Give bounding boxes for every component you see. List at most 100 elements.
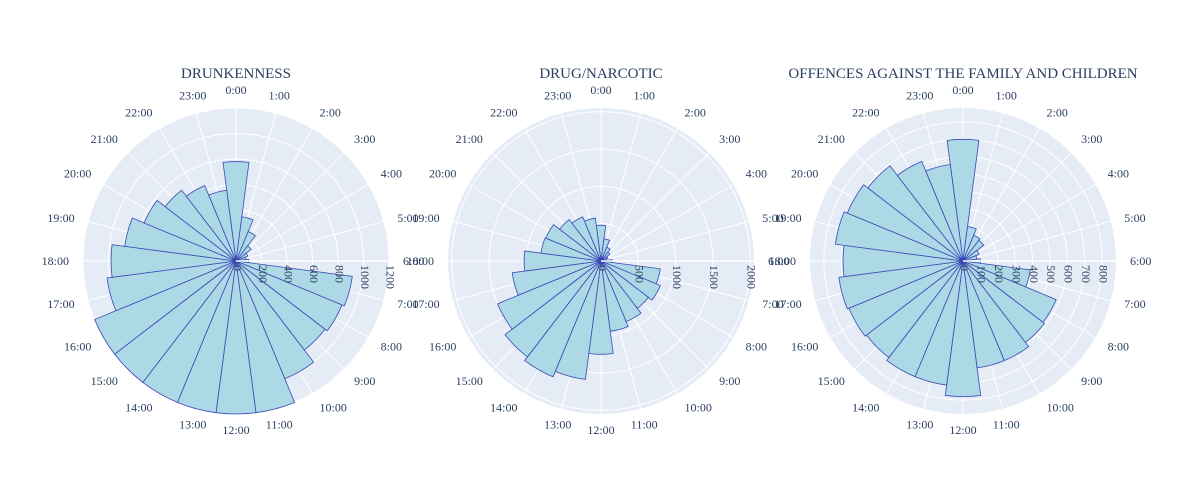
angular-tick-label: 7:00 <box>1124 297 1145 311</box>
angular-gridline <box>962 184 1096 262</box>
angular-tick-label: 7:00 <box>762 297 783 311</box>
angular-tick-label: 7:00 <box>397 297 418 311</box>
angular-tick-label: 0:00 <box>590 83 611 97</box>
polar-bar-16-00 <box>497 260 602 330</box>
polar-bar-19-00 <box>834 211 964 262</box>
angular-tick-label: 17:00 <box>412 297 439 311</box>
radial-tick-label: 1000 <box>670 265 684 289</box>
angular-gridline <box>600 152 710 262</box>
polar-bar-18-00 <box>110 244 237 278</box>
angular-tick-label: 13:00 <box>544 417 571 431</box>
angular-tick-label: 2:00 <box>320 105 341 119</box>
radial-tick-label: 600 <box>1062 265 1076 283</box>
angular-tick-label: 10:00 <box>685 401 712 415</box>
polar-bar-14-00 <box>886 260 964 378</box>
angular-tick-label: 12:00 <box>587 423 614 437</box>
angular-tick-label: 6:00 <box>768 254 789 268</box>
polar-bar-3-00 <box>235 245 252 262</box>
polar-bar-21-00 <box>164 189 237 262</box>
radial-tick-label: 1000 <box>358 265 372 289</box>
angular-tick-label: 20:00 <box>64 167 91 181</box>
angular-tick-label: 1:00 <box>269 89 290 103</box>
angular-gridline <box>600 113 642 262</box>
chart-title: DRUG/NARCOTIC <box>539 66 662 82</box>
angular-tick-label: 23:00 <box>906 89 933 103</box>
angular-tick-label: 21:00 <box>91 132 118 146</box>
angular-tick-label: 17:00 <box>774 297 801 311</box>
angular-tick-label: 11:00 <box>631 417 658 431</box>
angular-tick-label: 13:00 <box>906 417 933 431</box>
angular-tick-label: 4:00 <box>1108 167 1129 181</box>
polar-bar-4-00 <box>962 249 980 262</box>
angular-tick-label: 14:00 <box>125 401 152 415</box>
polar-bar-15-00 <box>504 260 602 358</box>
angular-tick-label: 23:00 <box>544 89 571 103</box>
angular-tick-label: 5:00 <box>762 211 783 225</box>
angular-tick-label: 20:00 <box>791 167 818 181</box>
angular-tick-label: 14:00 <box>852 401 879 415</box>
polar-bar-12-00 <box>944 260 982 398</box>
angular-tick-label: 10:00 <box>1047 401 1074 415</box>
radial-tick-label: 800 <box>332 265 346 283</box>
chart-title: OFFENCES AGAINST THE FAMILY AND CHILDREN <box>788 66 1137 82</box>
angular-tick-label: 11:00 <box>993 417 1020 431</box>
angular-tick-label: 20:00 <box>429 167 456 181</box>
polar-bar-2-00 <box>235 231 256 262</box>
angular-tick-label: 9:00 <box>1081 374 1102 388</box>
polar-bar-3-00 <box>600 251 611 262</box>
radial-tick-label: 0 <box>595 265 609 271</box>
radial-tick-label: 100 <box>975 265 989 283</box>
radial-tick-label: 2000 <box>745 265 759 289</box>
angular-tick-label: 19:00 <box>774 211 801 225</box>
angular-tick-label: 5:00 <box>397 211 418 225</box>
angular-tick-label: 8:00 <box>746 340 767 354</box>
angular-tick-label: 1:00 <box>996 89 1017 103</box>
angular-tick-label: 13:00 <box>179 417 206 431</box>
angular-tick-label: 16:00 <box>429 340 456 354</box>
angular-tick-label: 1:00 <box>634 89 655 103</box>
angular-tick-label: 21:00 <box>818 132 845 146</box>
angular-gridline <box>235 152 345 262</box>
angular-gridline <box>600 128 678 262</box>
polar-bar-20-00 <box>545 224 602 262</box>
radial-tick-label: 200 <box>256 265 270 283</box>
radial-tick-label: 500 <box>1044 265 1058 283</box>
polar-bar-23-00 <box>208 189 237 262</box>
angular-tick-label: 22:00 <box>125 105 152 119</box>
angular-tick-label: 22:00 <box>852 105 879 119</box>
angular-tick-label: 15:00 <box>456 374 483 388</box>
angular-tick-label: 0:00 <box>225 83 246 97</box>
angular-tick-label: 9:00 <box>719 374 740 388</box>
polar-bar-20-00 <box>143 199 237 262</box>
polar-bar-21-00 <box>558 218 602 262</box>
polar-bar-22-00 <box>571 216 602 262</box>
polar-chart-1: 0 200 400 600 800 1000 1200 0:00 1:00 2:00 3:00 4:0… <box>42 66 425 437</box>
radial-tick-label: 800 <box>1096 265 1110 283</box>
polar-bar-14-00 <box>524 260 602 378</box>
angular-tick-label: 6:00 <box>403 254 424 268</box>
angular-tick-label: 2:00 <box>1047 105 1068 119</box>
angular-tick-label: 3:00 <box>354 132 375 146</box>
polar-bar-0-00 <box>222 161 250 262</box>
angular-tick-label: 2:00 <box>685 105 706 119</box>
polar-bar-22-00 <box>185 185 237 262</box>
polar-chart-3: 0 100 200 300 400 500 600 700 800 0:00 1:00 2:00 3:0… <box>769 66 1152 437</box>
angular-tick-label: 8:00 <box>381 340 402 354</box>
radial-tick-label: 1500 <box>707 265 721 289</box>
angular-tick-label: 17:00 <box>47 297 74 311</box>
angular-tick-label: 16:00 <box>791 340 818 354</box>
angular-tick-label: 21:00 <box>456 132 483 146</box>
angular-tick-label: 19:00 <box>47 211 74 225</box>
polar-bar-20-00 <box>846 184 964 262</box>
polar-bar-22-00 <box>896 160 964 262</box>
angular-tick-label: 5:00 <box>1124 211 1145 225</box>
radial-tick-label: 200 <box>992 265 1006 283</box>
angular-tick-label: 6:00 <box>1130 254 1151 268</box>
angular-tick-label: 15:00 <box>818 374 845 388</box>
angular-tick-label: 18:00 <box>769 254 796 268</box>
radial-tick-label: 500 <box>633 265 647 283</box>
polar-bar-16-00 <box>94 260 237 355</box>
radial-tick-label: 0 <box>957 265 971 271</box>
